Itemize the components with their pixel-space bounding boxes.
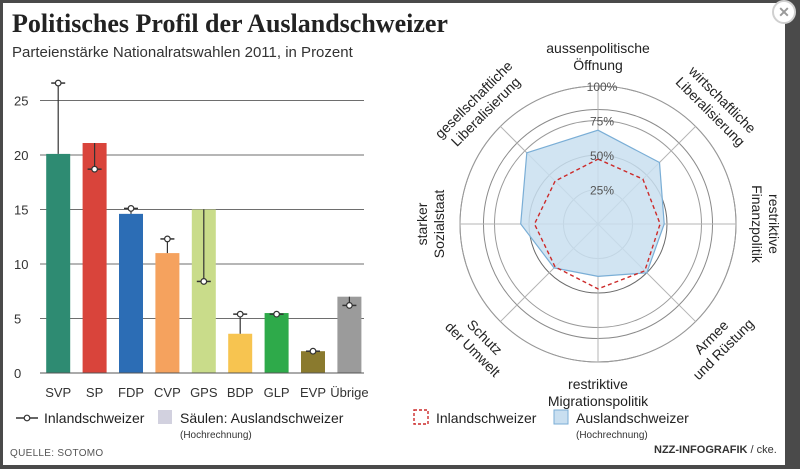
source-note: QUELLE: SOTOMO: [10, 448, 104, 459]
y-tick-label: 0: [14, 366, 21, 381]
x-tick-label: GLP: [264, 385, 290, 400]
legend-saeulen-swatch: [158, 410, 172, 424]
x-tick-label: FDP: [118, 385, 144, 400]
y-tick-label: 10: [14, 257, 28, 272]
radar-axis-label-line1: aussenpolitische: [546, 40, 650, 56]
radar-ring-label: 50%: [590, 149, 614, 163]
credit-author: / cke.: [750, 444, 777, 456]
legend-inland-label: Inlandschweizer: [44, 410, 145, 426]
x-tick-label: SP: [86, 385, 103, 400]
chart-subtitle: Parteienstärke Nationalratswahlen 2011, …: [12, 44, 353, 61]
legend-saeulen-label: Säulen: Auslandschweizer: [180, 410, 344, 426]
inland-marker: [236, 310, 244, 318]
bar-evp: [301, 351, 325, 373]
close-icon: ✕: [778, 3, 790, 20]
inland-marker: [200, 278, 208, 285]
radar-axis-label-line1: restriktive: [766, 194, 782, 254]
x-tick-label: BDP: [227, 385, 254, 400]
legend-saeulen-note: (Hochrechnung): [180, 430, 252, 441]
y-tick-label: 5: [14, 312, 21, 327]
inland-marker: [54, 79, 62, 87]
inland-marker: [127, 205, 135, 212]
bar-glp: [264, 313, 289, 373]
chart-title: Politisches Profil der Auslandschweizer: [12, 9, 448, 38]
bar-cvp: [155, 253, 180, 373]
x-tick-label: Übrige: [330, 385, 368, 400]
credit-note: NZZ-INFOGRAFIK / cke.: [654, 444, 777, 456]
radar-axis-label-line1: starker: [414, 202, 430, 245]
y-tick-label: 20: [14, 148, 28, 163]
legend-radar-ausland-swatch: [553, 409, 569, 425]
radar-axis-label-line2: Sozialstaat: [431, 190, 447, 259]
radar-ring-label: 25%: [590, 184, 614, 198]
radar-axis-label-line2: Migrationspolitik: [548, 393, 649, 409]
y-tick-label: 25: [14, 94, 28, 109]
legend-radar-ausland-note: (Hochrechnung): [576, 430, 648, 441]
inland-marker: [91, 165, 98, 173]
radar-series-inlandschweizer: [533, 158, 661, 290]
radar-axis-label-line2: Finanzpolitik: [749, 185, 765, 264]
legend-radar-inland-swatch: [413, 409, 429, 425]
bar-bdp: [228, 333, 253, 373]
radar-series-auslandschweizer: [520, 129, 665, 278]
bar-sp: [82, 143, 107, 373]
bar-übrige: [337, 296, 362, 373]
inland-marker: [273, 310, 281, 318]
x-tick-label: GPS: [190, 385, 218, 400]
radar-axis-label-line2: Öffnung: [573, 56, 623, 73]
radar-ring-label: 100%: [587, 80, 618, 94]
bar-fdp: [119, 213, 143, 373]
bar-svp: [46, 153, 71, 373]
radar-ring-label: 75%: [590, 115, 614, 129]
radar-axis-label-line1: restriktive: [568, 376, 628, 392]
x-tick-label: EVP: [300, 385, 326, 400]
legend-inland-marker: [23, 414, 31, 422]
inland-marker: [309, 347, 317, 355]
y-tick-label: 15: [14, 203, 28, 218]
x-tick-label: CVP: [154, 385, 181, 400]
inland-marker: [346, 302, 353, 309]
legend-radar-inland-label: Inlandschweizer: [436, 410, 537, 426]
credit-brand: NZZ-INFOGRAFIK: [654, 444, 748, 456]
legend-radar-ausland-label: Auslandschweizer: [576, 410, 689, 426]
radar-axis-label: starker Sozialstaat: [414, 190, 447, 259]
inland-marker: [163, 235, 171, 243]
close-button[interactable]: ✕: [772, 0, 796, 24]
x-tick-label: SVP: [45, 385, 71, 400]
